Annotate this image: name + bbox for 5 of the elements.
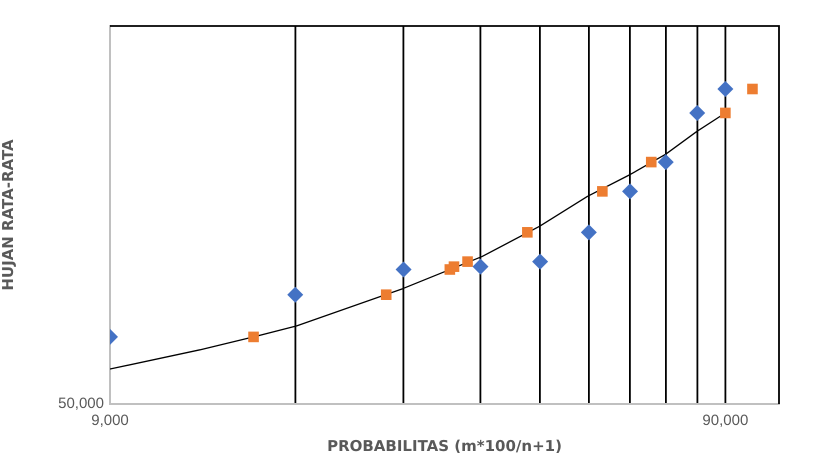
- y-axis-title: HUJAN RATA-RATA: [0, 138, 17, 291]
- x-tick-label: 90,000: [702, 412, 748, 430]
- text: 50,000: [58, 395, 104, 412]
- x-axis-title: PROBABILITAS (m*100/n+1): [327, 436, 562, 455]
- x-tick-label: 9,000: [91, 412, 129, 430]
